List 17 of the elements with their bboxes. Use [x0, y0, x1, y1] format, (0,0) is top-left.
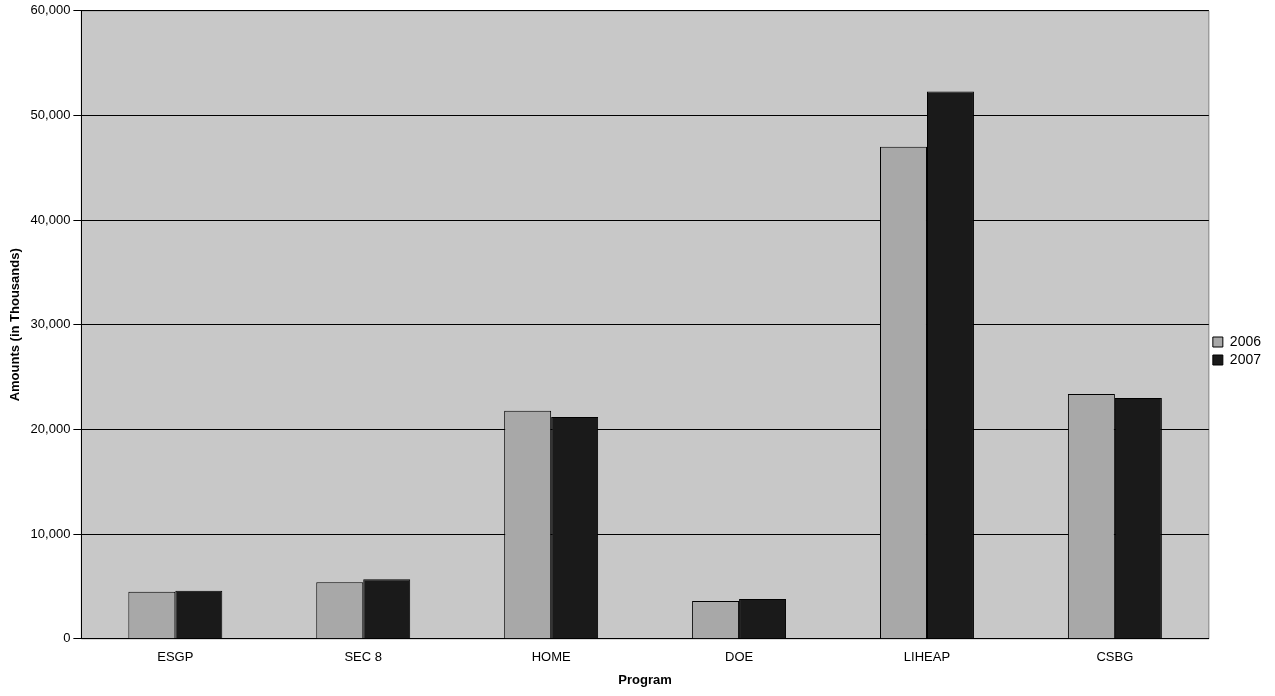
x-tick-label: ESGP	[157, 649, 194, 665]
y-tick-label: 10,000	[30, 525, 71, 541]
y-tick-label: 0	[63, 630, 71, 646]
y-axis-title: Amounts (in Thousands)	[7, 248, 23, 402]
legend-label: 2007	[1229, 350, 1262, 367]
x-tick-label: CSBG	[1096, 649, 1134, 665]
x-tick-label: DOE	[724, 649, 754, 665]
y-tick-label: 50,000	[30, 107, 71, 123]
x-tick-label: HOME	[531, 649, 571, 665]
y-tick-label: 60,000	[30, 2, 71, 18]
y-tick-label: 20,000	[30, 421, 71, 437]
x-tick-label: LIHEAP	[903, 649, 951, 665]
x-axis-title: Program	[618, 671, 672, 687]
y-tick-label: 40,000	[30, 211, 71, 227]
legend-label: 2006	[1229, 332, 1262, 349]
x-tick-label: SEC 8	[344, 649, 383, 665]
y-tick-label: 30,000	[30, 316, 71, 332]
